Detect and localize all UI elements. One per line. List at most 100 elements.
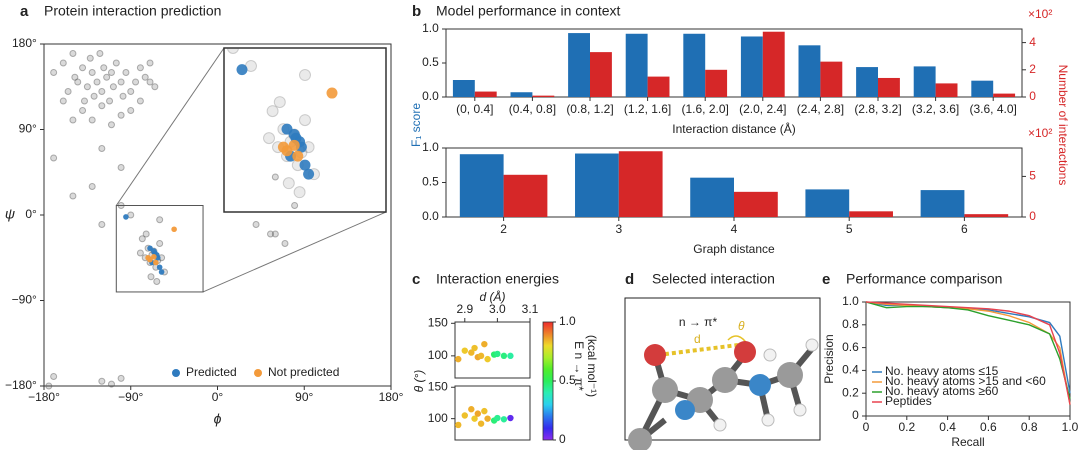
nitrogen-atom bbox=[749, 374, 771, 396]
panel-letter: a bbox=[20, 3, 29, 20]
x-tick-label: (0, 0.4] bbox=[456, 102, 493, 116]
y-tick-label: 0.6 bbox=[842, 340, 859, 354]
point bbox=[455, 421, 462, 429]
background-point bbox=[122, 69, 130, 76]
x-tick-label: (1.2, 1.6] bbox=[624, 102, 671, 116]
background-point bbox=[79, 107, 87, 114]
x-tick-label: 2 bbox=[500, 222, 507, 236]
point bbox=[500, 416, 508, 423]
x-axis-label: d (Å) bbox=[479, 289, 505, 304]
zoom-connector bbox=[202, 211, 387, 293]
y-tick-label: 0 bbox=[1029, 89, 1036, 103]
background-point bbox=[271, 230, 279, 238]
bar bbox=[805, 189, 850, 217]
background-point bbox=[98, 377, 106, 385]
x-tick-label: (3.6, 4.0] bbox=[970, 102, 1017, 116]
colorbar-tick-label: 0 bbox=[559, 432, 566, 446]
point bbox=[156, 264, 163, 271]
background-point bbox=[96, 50, 104, 57]
background-point bbox=[117, 111, 125, 119]
legend-marker bbox=[254, 369, 262, 377]
point bbox=[151, 253, 157, 260]
legend-label: No. heavy atoms ≥60 bbox=[885, 384, 999, 398]
bar bbox=[705, 69, 728, 97]
y2-axis-label: Number of interactions bbox=[1056, 65, 1070, 186]
bar bbox=[762, 31, 785, 97]
background-point bbox=[93, 78, 101, 86]
background-point bbox=[45, 382, 53, 390]
y-tick-label: 0.5 bbox=[422, 175, 439, 189]
x-tick-label: (2.8, 3.2] bbox=[854, 102, 901, 116]
inset-background-point bbox=[480, 79, 491, 90]
bar bbox=[740, 36, 763, 97]
legend-label: Peptides bbox=[885, 394, 932, 408]
panel-letter: b bbox=[412, 3, 421, 20]
pr-curve bbox=[865, 301, 1071, 400]
panel-title: Performance comparison bbox=[846, 271, 1002, 287]
point bbox=[123, 214, 129, 220]
background-point bbox=[69, 192, 77, 200]
bar bbox=[820, 61, 843, 97]
x-tick-label: 2.9 bbox=[456, 302, 473, 316]
bar bbox=[503, 174, 548, 217]
x-tick-label: 0 bbox=[863, 420, 870, 434]
colorbar bbox=[542, 321, 554, 441]
x-tick-label: (0.4, 0.8] bbox=[509, 102, 556, 116]
inset-point bbox=[236, 64, 248, 76]
point bbox=[171, 226, 177, 233]
background-point bbox=[50, 69, 58, 76]
background-point bbox=[98, 221, 106, 228]
inset-background-point bbox=[93, 385, 104, 396]
x-tick-label: (0.8, 1.2] bbox=[566, 102, 613, 116]
inset-background-point bbox=[299, 114, 311, 127]
bar bbox=[590, 52, 612, 97]
pr-curve bbox=[865, 301, 1071, 405]
panel-letter: c bbox=[412, 271, 420, 288]
background-point bbox=[271, 173, 279, 181]
background-point bbox=[147, 273, 155, 281]
y-tick-label: 0° bbox=[25, 207, 37, 221]
inset-background-point bbox=[299, 69, 311, 82]
inset-background-point bbox=[102, 367, 113, 378]
point bbox=[477, 352, 485, 360]
y-tick-label: 150 bbox=[428, 379, 448, 393]
background-point bbox=[100, 64, 108, 72]
point bbox=[158, 269, 165, 275]
point bbox=[455, 355, 462, 363]
background-point bbox=[59, 59, 67, 67]
colorbar-tick-label: 1.0 bbox=[559, 314, 576, 328]
inset-background-point bbox=[552, 43, 563, 54]
background-point bbox=[141, 73, 149, 81]
background-point bbox=[127, 88, 135, 95]
carbon-atom bbox=[777, 362, 803, 388]
hydrogen-atom bbox=[763, 348, 777, 362]
background-point bbox=[146, 78, 154, 86]
bar bbox=[459, 154, 504, 217]
point bbox=[151, 248, 157, 254]
x-tick-label: 1.0 bbox=[1062, 420, 1079, 434]
x-tick-label: (2.4, 2.8] bbox=[797, 102, 844, 116]
background-point bbox=[136, 64, 144, 72]
y-tick-label: 150 bbox=[428, 315, 448, 329]
background-point bbox=[136, 97, 144, 105]
y-tick-label: 100 bbox=[428, 411, 448, 425]
y-axis-label: F₁ score bbox=[409, 103, 423, 147]
x-tick-label: 4 bbox=[731, 222, 738, 236]
distance-symbol: d bbox=[694, 332, 701, 346]
plot-frame bbox=[865, 301, 1071, 417]
background-point bbox=[291, 202, 299, 209]
bar bbox=[575, 153, 619, 217]
background-point bbox=[153, 278, 161, 285]
bar bbox=[618, 151, 663, 217]
inset-background-point bbox=[282, 177, 295, 190]
y-tick-label: 0.8 bbox=[842, 317, 859, 331]
zoom-box bbox=[115, 205, 204, 293]
pr-curve bbox=[865, 301, 1071, 405]
point bbox=[477, 420, 485, 427]
background-point bbox=[59, 97, 67, 105]
bar bbox=[856, 67, 878, 97]
point bbox=[461, 347, 468, 354]
point bbox=[471, 415, 478, 422]
x-tick-label: 90° bbox=[295, 390, 313, 404]
angle-symbol: θ bbox=[738, 319, 745, 333]
